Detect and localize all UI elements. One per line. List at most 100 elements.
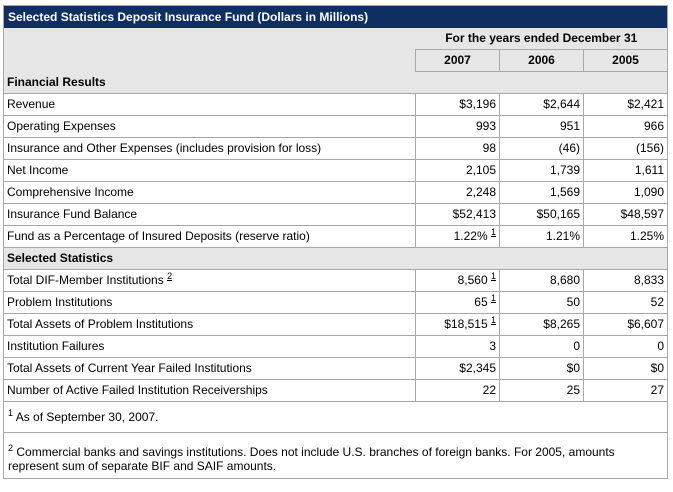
table-row: Fund as a Percentage of Insured Deposits… — [3, 225, 669, 248]
value-cell: 8,560 1 — [415, 269, 500, 292]
value-cell: $3,196 — [415, 93, 500, 116]
table-row: Total Assets of Current Year Failed Inst… — [3, 357, 669, 380]
cell-value: 52 — [650, 295, 665, 309]
table-row: Net Income 2,105 1,739 1,611 — [3, 159, 669, 182]
value-cell: $0 — [582, 357, 669, 380]
cell-value: (156) — [636, 141, 665, 155]
cell-value: 1.21% — [545, 229, 580, 243]
table-row: Total DIF-Member Institutions 2 8,560 1 8,… — [3, 269, 669, 292]
table-row: Total Assets of Problem Institutions $18,… — [3, 313, 669, 336]
cell-value: $6,607 — [627, 317, 665, 331]
value-cell: 50 — [499, 291, 584, 314]
value-cell: 1.25% — [582, 225, 669, 248]
footnote-link[interactable]: 1 — [490, 271, 496, 281]
section-heading-row: Financial Results — [3, 71, 668, 94]
cell-value: 2,248 — [465, 185, 496, 199]
statistics-table-container: Selected Statistics Deposit Insurance Fu… — [2, 5, 669, 479]
value-cell: 1,569 — [499, 181, 584, 204]
cell-value: 951 — [559, 119, 580, 133]
title-row: Selected Statistics Deposit Insurance Fu… — [3, 5, 668, 28]
footnote-2: 2 Commercial banks and savings instituti… — [2, 432, 669, 479]
cell-value: 993 — [475, 119, 496, 133]
table-row: Revenue $3,196 $2,644 $2,421 — [3, 93, 669, 116]
cell-value: 8,680 — [549, 273, 580, 287]
cell-value: 27 — [650, 383, 665, 397]
footnote-row: 2 Commercial banks and savings instituti… — [2, 432, 669, 479]
cell-value: 1.22% — [453, 229, 488, 243]
cell-value: 0 — [573, 339, 580, 353]
footnote-link[interactable]: 1 — [490, 227, 496, 237]
table-body: Financial Results Revenue $3,196 $2,644 $2,4… — [3, 71, 669, 402]
row-label: Number of Active Failed Institution Rece… — [7, 383, 268, 397]
row-label: Operating Expenses — [7, 119, 116, 133]
table-row: Number of Active Failed Institution Rece… — [3, 379, 669, 402]
row-label-cell: Total Assets of Current Year Failed Inst… — [3, 357, 416, 380]
value-cell: $2,421 — [582, 93, 669, 116]
table-row: Operating Expenses 993 951 966 — [3, 115, 669, 138]
footnote-link[interactable]: 1 — [490, 315, 496, 325]
table-row: Insurance and Other Expenses (includes p… — [3, 137, 669, 160]
footnote-1: 1 As of September 30, 2007. — [2, 401, 669, 433]
cell-value: $8,265 — [543, 317, 580, 331]
cell-value: $3,196 — [459, 97, 496, 111]
value-cell: 0 — [499, 335, 584, 358]
value-cell: 1,611 — [582, 159, 669, 182]
row-label: Net Income — [7, 163, 69, 177]
footnote-mark: 2 — [8, 443, 14, 453]
value-cell: 25 — [499, 379, 584, 402]
value-cell: $48,597 — [582, 203, 669, 226]
footnote-link[interactable]: 2 — [167, 271, 173, 281]
value-cell: $18,515 1 — [415, 313, 500, 336]
table-row: Institution Failures 3 0 0 — [3, 335, 669, 358]
cell-value: 3 — [489, 339, 496, 353]
header-spacer — [3, 28, 416, 50]
value-cell: 1.21% — [499, 225, 584, 248]
header-spacer — [3, 49, 416, 72]
value-cell: $8,265 — [499, 313, 584, 336]
value-cell: 1,739 — [499, 159, 584, 182]
row-label-cell: Institution Failures — [3, 335, 416, 358]
cell-value: $50,165 — [536, 207, 580, 221]
cell-value: 25 — [566, 383, 580, 397]
cell-value: $52,413 — [452, 207, 496, 221]
year-header: 2006 — [499, 49, 584, 72]
value-cell: 22 — [415, 379, 500, 402]
section-heading-row: Selected Statistics — [3, 247, 668, 270]
value-cell: 3 — [415, 335, 500, 358]
value-cell: 52 — [582, 291, 669, 314]
cell-value: 1,090 — [633, 185, 665, 199]
footnote-link[interactable]: 1 — [490, 293, 496, 303]
footnote-row: 1 As of September 30, 2007. — [2, 401, 669, 433]
year-header: 2005 — [582, 49, 669, 72]
deposit-insurance-fund-table: Selected Statistics Deposit Insurance Fu… — [2, 5, 669, 479]
value-cell: 27 — [582, 379, 669, 402]
value-cell: 1,090 — [582, 181, 669, 204]
value-cell: (156) — [582, 137, 669, 160]
row-label-cell: Insurance and Other Expenses (includes p… — [3, 137, 416, 160]
row-label: Institution Failures — [7, 339, 105, 353]
table-row: Insurance Fund Balance $52,413 $50,165 $48,… — [3, 203, 669, 226]
row-label: Fund as a Percentage of Insured Deposits… — [7, 229, 310, 243]
cell-value: 50 — [566, 295, 580, 309]
value-cell: 98 — [415, 137, 500, 160]
value-cell: 65 1 — [415, 291, 500, 314]
years-row: 2007 2006 2005 — [3, 49, 669, 72]
row-label: Total Assets of Current Year Failed Inst… — [7, 361, 252, 375]
cell-value: $0 — [650, 361, 665, 375]
cell-value: $18,515 — [444, 317, 488, 331]
row-label: Total Assets of Problem Institutions — [7, 317, 194, 331]
cell-value: (46) — [558, 141, 580, 155]
value-cell: $50,165 — [499, 203, 584, 226]
value-cell: 2,248 — [415, 181, 500, 204]
value-cell: 8,680 — [499, 269, 584, 292]
value-cell: $2,345 — [415, 357, 500, 380]
footnote-mark: 1 — [8, 408, 14, 418]
cell-value: 8,560 — [457, 273, 488, 287]
section-heading: Selected Statistics — [3, 247, 668, 270]
cell-value: 8,833 — [633, 273, 665, 287]
value-cell: 1.22% 1 — [415, 225, 500, 248]
cell-value: 966 — [643, 119, 665, 133]
cell-value: 1,569 — [549, 185, 580, 199]
row-label: Problem Institutions — [7, 295, 113, 309]
cell-value: 0 — [657, 339, 665, 353]
